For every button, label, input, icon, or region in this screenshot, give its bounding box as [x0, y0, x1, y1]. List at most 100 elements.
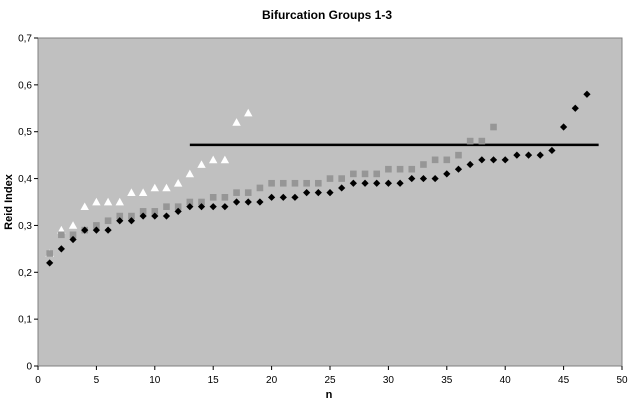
- x-tick-label: 50: [616, 375, 628, 386]
- triangle-point: [92, 197, 101, 206]
- diamond-point: [104, 226, 112, 234]
- x-tick-label: 15: [208, 375, 220, 386]
- square-point: [478, 137, 486, 145]
- diamond-point: [244, 198, 252, 206]
- triangle-point: [115, 197, 124, 206]
- square-point: [174, 203, 182, 210]
- triangle-point: [185, 169, 195, 178]
- square-point: [116, 212, 124, 220]
- triangle-point: [68, 221, 78, 229]
- square-point: [396, 165, 404, 173]
- x-tick-label: 10: [149, 375, 161, 386]
- diamond-point: [81, 226, 89, 234]
- diamond-point: [174, 207, 182, 215]
- square-point: [279, 179, 287, 187]
- diamond-point: [92, 226, 100, 234]
- diamond-point: [338, 184, 346, 192]
- diamond-point: [443, 170, 451, 178]
- x-tick-label: 5: [94, 375, 100, 386]
- y-axis: 0 0,1 0,2 0,3 0,4 0,5 0,6 0,7: [18, 34, 38, 373]
- square-point: [291, 179, 299, 187]
- diamond-point: [57, 245, 65, 253]
- triangle-point: [209, 155, 218, 164]
- square-point: [420, 161, 427, 168]
- square-point: [303, 179, 310, 187]
- square-point: [490, 123, 497, 131]
- square-point: [256, 184, 264, 192]
- square-point: [58, 231, 65, 239]
- square-point: [244, 189, 252, 196]
- diamond-point: [431, 174, 439, 183]
- triangle-point: [138, 188, 148, 196]
- y-tick-label: 0,1: [18, 315, 32, 326]
- diamond-point: [349, 179, 357, 187]
- diamond-point: [524, 151, 533, 159]
- x-tick-label: 20: [266, 375, 278, 386]
- diamond-point: [361, 179, 369, 187]
- triangle-point: [103, 197, 113, 206]
- diamond-point: [197, 203, 206, 211]
- x-tick-label: 40: [500, 375, 512, 386]
- diamond-point: [419, 174, 428, 183]
- diamond-point: [46, 259, 54, 267]
- triangle-point: [162, 183, 171, 192]
- diamond-point: [314, 189, 322, 197]
- triangle-point: [150, 183, 159, 192]
- square-point: [221, 194, 229, 201]
- x-axis-label: n: [326, 389, 333, 401]
- square-point: [128, 212, 135, 220]
- diamond-point: [256, 198, 264, 206]
- square-point: [326, 175, 334, 182]
- square-point: [151, 208, 159, 215]
- square-point: [361, 170, 369, 178]
- triangle-point: [80, 202, 89, 211]
- diamond-point: [478, 156, 486, 164]
- diamond-point: [513, 151, 521, 159]
- square-point: [466, 137, 474, 145]
- y-tick-label: 0,3: [18, 221, 32, 232]
- x-tick-label: 35: [441, 375, 453, 386]
- data-points: [45, 90, 591, 267]
- x-tick-label: 30: [383, 375, 395, 386]
- diamond-point: [536, 151, 544, 159]
- diamond-point: [279, 193, 287, 201]
- square-point: [104, 217, 112, 225]
- diamond-point: [466, 160, 474, 169]
- y-tick-label: 0,2: [18, 268, 32, 279]
- diamond-point: [326, 189, 334, 197]
- y-tick-label: 0,4: [18, 174, 32, 185]
- diamond-point: [139, 212, 147, 220]
- y-tick-label: 0,7: [18, 34, 32, 45]
- triangle-point: [127, 188, 136, 196]
- diamond-point: [291, 193, 299, 201]
- diamond-point: [162, 212, 171, 220]
- plot-area: [37, 37, 623, 367]
- diamond-point: [560, 123, 568, 131]
- diamond-point: [408, 174, 416, 183]
- diamond-point: [303, 189, 311, 197]
- square-point: [443, 156, 451, 164]
- diamond-point: [186, 203, 194, 211]
- square-point: [315, 179, 322, 187]
- square-point: [338, 175, 345, 182]
- diamond-point: [373, 179, 381, 187]
- diamond-point: [209, 203, 217, 211]
- triangle-point: [232, 118, 241, 126]
- square-point: [46, 250, 53, 257]
- diamond-point: [501, 156, 509, 164]
- square-point: [93, 222, 100, 229]
- y-tick-label: 0,5: [18, 127, 32, 138]
- square-point: [385, 165, 392, 173]
- diamond-point: [116, 217, 124, 225]
- square-point: [373, 170, 381, 178]
- diamond-point: [571, 104, 579, 112]
- diamond-point: [489, 156, 498, 164]
- x-tick-label: 45: [558, 375, 570, 386]
- diamond-point: [583, 90, 591, 98]
- diamond-point: [232, 198, 241, 206]
- square-point: [431, 156, 439, 164]
- square-point: [198, 198, 205, 206]
- y-tick-label: 0,6: [18, 80, 32, 91]
- square-point: [408, 165, 416, 173]
